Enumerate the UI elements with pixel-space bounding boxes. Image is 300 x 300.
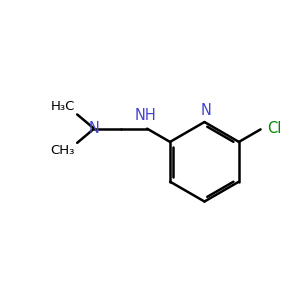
Text: Cl: Cl [267, 121, 281, 136]
Text: NH: NH [135, 108, 157, 123]
Text: CH₃: CH₃ [50, 144, 75, 157]
Text: N: N [200, 103, 211, 118]
Text: N: N [89, 121, 100, 136]
Text: H₃C: H₃C [50, 100, 75, 113]
